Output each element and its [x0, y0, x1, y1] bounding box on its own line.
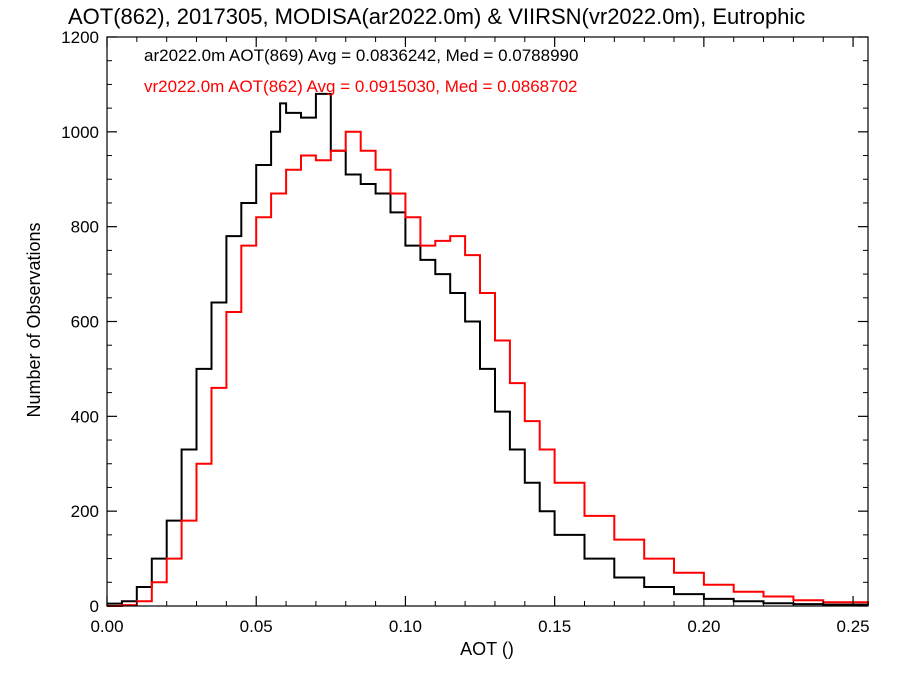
x-tick-label: 0.10: [389, 617, 422, 636]
histogram-series-1: [107, 92, 869, 606]
y-tick-label: 1200: [61, 28, 99, 47]
y-tick-label: 200: [71, 502, 99, 521]
y-tick-label: 800: [71, 218, 99, 237]
x-tick-label: 0.20: [687, 617, 720, 636]
y-tick-label: 1000: [61, 123, 99, 142]
y-tick-label: 0: [90, 597, 99, 616]
x-tick-label: 0.00: [90, 617, 123, 636]
legend-entry-series-1: ar2022.0m AOT(869) Avg = 0.0836242, Med …: [144, 46, 578, 65]
chart-title: AOT(862), 2017305, MODISA(ar2022.0m) & V…: [68, 4, 805, 29]
plot-marks: [107, 92, 869, 607]
x-tick-label: 0.25: [837, 617, 870, 636]
y-tick-label: 400: [71, 407, 99, 426]
axis-ticks: 0.00 0.05 0.10 0.15 0.20 0.25 0 200 400 600 800 100…: [61, 28, 869, 636]
histogram-series-2: [107, 130, 869, 607]
legend-entry-series-2: vr2022.0m AOT(862) Avg = 0.0915030, Med …: [144, 77, 578, 96]
y-axis-label: Number of Observations: [24, 222, 44, 417]
x-tick-label: 0.15: [538, 617, 571, 636]
x-axis-label: AOT (): [460, 639, 514, 659]
plot-frame: [106, 36, 869, 607]
x-tick-label: 0.05: [240, 617, 273, 636]
y-tick-label: 600: [71, 313, 99, 332]
